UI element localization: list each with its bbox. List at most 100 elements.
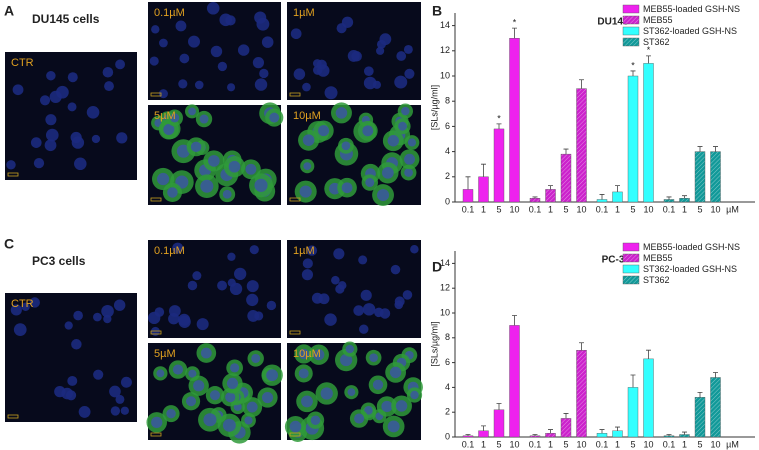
- cell-nucleus: [324, 313, 337, 326]
- bar: [694, 397, 706, 438]
- cell-nucleus: [12, 84, 24, 96]
- x-tick-label: 5: [630, 204, 635, 214]
- cell-nucleus: [246, 280, 259, 293]
- error-bar: [682, 195, 687, 199]
- bar: [545, 189, 556, 203]
- bar: [627, 387, 639, 438]
- error-bar: [532, 196, 538, 199]
- cell-nucleus: [410, 390, 419, 400]
- cell-nucleus: [362, 125, 374, 137]
- error-bar: [697, 146, 703, 152]
- bar: [643, 358, 654, 438]
- cell-nucleus: [401, 106, 410, 116]
- x-unit: µM: [726, 204, 739, 214]
- bar: [663, 199, 675, 203]
- cell-nucleus: [244, 416, 253, 425]
- error-bar: [563, 148, 569, 155]
- cell-nucleus: [261, 36, 274, 48]
- cell-nucleus: [293, 68, 306, 80]
- micrograph-label: 10µM: [293, 110, 321, 122]
- cell-nucleus: [188, 35, 200, 48]
- bar: [545, 433, 556, 438]
- x-tick-label: 10: [643, 439, 653, 449]
- cell-nucleus: [358, 255, 368, 265]
- cell-nucleus: [226, 377, 239, 389]
- significance-marker: *: [647, 45, 651, 55]
- cell-nucleus: [394, 300, 404, 310]
- micrograph: [146, 343, 283, 444]
- cell-nucleus: [179, 53, 190, 64]
- micrograph-label: CTR: [11, 298, 34, 310]
- cell-nucleus: [251, 353, 261, 363]
- cell-nucleus: [158, 89, 168, 99]
- x-tick-label: 0.1: [663, 439, 676, 449]
- x-tick-label: 1: [682, 204, 687, 214]
- cell-nucleus: [354, 413, 365, 424]
- cell-nucleus: [116, 132, 128, 144]
- cell-nucleus: [404, 68, 415, 79]
- cell-nucleus: [203, 413, 217, 427]
- y-tick-label: 10: [440, 70, 450, 80]
- bar: [560, 418, 572, 438]
- y-tick-label: 14: [440, 20, 450, 30]
- cell-nucleus: [61, 387, 73, 400]
- cell-nucleus: [39, 95, 51, 106]
- cell-nucleus: [206, 1, 220, 15]
- error-bar: [713, 146, 718, 152]
- x-tick-label: 5: [563, 204, 568, 214]
- legend-label: MEB55: [643, 15, 673, 25]
- cell-nucleus: [345, 344, 355, 354]
- legend-swatch: [622, 264, 640, 274]
- cell-nucleus: [194, 80, 204, 90]
- cell-nucleus: [46, 70, 56, 81]
- cell-nucleus: [404, 153, 415, 165]
- cell-nucleus: [404, 168, 413, 177]
- y-tick-label: 6: [445, 121, 450, 131]
- cell-nucleus: [102, 66, 114, 78]
- cell-nucleus: [379, 308, 391, 319]
- cell-nucleus: [154, 307, 165, 317]
- scale-bar: [7, 172, 19, 177]
- x-tick-label: 1: [481, 439, 486, 449]
- cell-nucleus: [227, 83, 236, 92]
- cell-nucleus: [230, 363, 240, 373]
- cell-nucleus: [170, 113, 180, 123]
- micrograph-background: [5, 52, 137, 180]
- cell-nucleus: [362, 303, 376, 316]
- micrograph-label: CTR: [11, 57, 34, 69]
- cell-nucleus: [217, 280, 228, 291]
- legend-swatch: [622, 26, 640, 36]
- cell-nucleus: [210, 45, 223, 58]
- cell-nucleus: [302, 134, 315, 146]
- cell-nucleus: [193, 380, 205, 392]
- cell-nucleus: [93, 369, 104, 380]
- cell-nucleus: [74, 157, 87, 171]
- cell-nucleus: [407, 138, 417, 147]
- bar: [679, 434, 690, 438]
- cell-nucleus: [91, 134, 101, 144]
- cell-nucleus: [151, 416, 163, 428]
- cell-nucleus: [188, 369, 197, 378]
- error-bar: [630, 70, 636, 76]
- cell-nucleus: [396, 51, 407, 61]
- cell-nucleus: [266, 369, 279, 382]
- cell-nucleus: [192, 271, 202, 281]
- cell-nucleus: [115, 59, 125, 70]
- micrograph-background: [287, 240, 421, 338]
- scale-bar: [289, 330, 301, 335]
- cell-nucleus: [389, 366, 402, 379]
- error-bar: [548, 185, 553, 190]
- cell-nucleus: [335, 107, 348, 119]
- x-tick-label: 1: [548, 204, 553, 214]
- x-tick-label: 5: [496, 204, 501, 214]
- y-tick-label: 2: [445, 171, 450, 181]
- bar: [509, 325, 520, 438]
- micrograph-label: 1µM: [293, 7, 315, 19]
- cell-nucleus: [299, 185, 312, 198]
- cell-nucleus: [289, 420, 302, 433]
- cell-nucleus: [45, 128, 59, 142]
- micrograph: [148, 240, 281, 338]
- cell-nucleus: [29, 297, 40, 308]
- legend-swatch: [622, 275, 640, 285]
- cell-nucleus: [156, 172, 170, 186]
